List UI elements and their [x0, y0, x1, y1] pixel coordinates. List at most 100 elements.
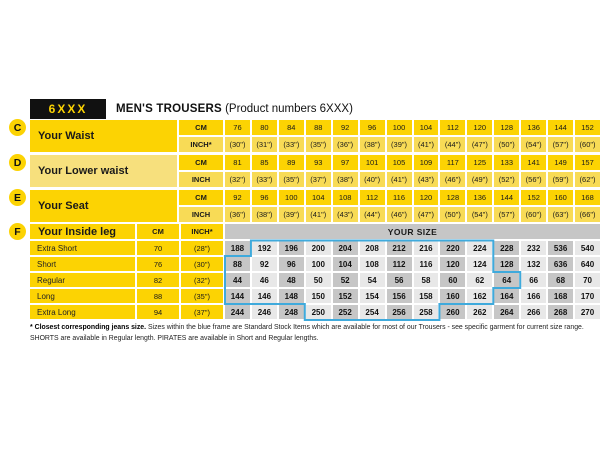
size-cell: 100: [305, 257, 331, 271]
cm-value-cell: 133: [494, 155, 520, 170]
your-size-header: YOUR SIZE: [225, 224, 600, 239]
size-cell: 108: [359, 257, 385, 271]
cm-value-cell: 92: [332, 120, 358, 135]
size-cell: 120: [440, 257, 466, 271]
measure-grid-d: Your Lower waist CM 81 85 89 93 97 101 105 109 117…: [30, 155, 600, 187]
size-cell: 88: [225, 257, 250, 271]
size-cell: 204: [332, 241, 358, 255]
size-cell: 148: [278, 289, 304, 303]
size-cell: 154: [359, 289, 385, 303]
cm-value-cell: 120: [413, 190, 439, 205]
cm-value-cell: 93: [305, 155, 331, 170]
leg-length-label: Extra Long: [30, 305, 135, 319]
inch-value-cell: (39"): [278, 207, 304, 222]
chart-title: MEN'S TROUSERS (Product numbers 6XXX): [116, 103, 353, 115]
inch-value-cell: (38"): [359, 137, 385, 152]
inch-value-cell: (36"): [225, 207, 250, 222]
size-cell: 208: [359, 241, 385, 255]
size-cell: 262: [467, 305, 493, 319]
size-cell: 60: [440, 273, 466, 287]
size-cell: 166: [521, 289, 547, 303]
row-badge-e: E: [9, 189, 26, 206]
inch-value-cell: (60"): [575, 137, 600, 152]
size-cell: 160: [440, 289, 466, 303]
size-cell: 270: [575, 305, 600, 319]
size-cell: 220: [440, 241, 466, 255]
size-cell: 52: [332, 273, 358, 287]
size-cell: 54: [359, 273, 385, 287]
inch-value-cell: (40"): [359, 172, 385, 187]
inch-value-cell: (37"): [305, 172, 331, 187]
cm-value-cell: 108: [332, 190, 358, 205]
inch-value-cell: (39"): [386, 137, 412, 152]
size-cell: 192: [251, 241, 277, 255]
size-cell: 48: [278, 273, 304, 287]
cm-value-cell: 89: [278, 155, 304, 170]
cm-value-cell: 100: [278, 190, 304, 205]
size-cell: 188: [225, 241, 250, 255]
inch-value-cell: (46"): [440, 172, 466, 187]
cm-value-cell: 104: [413, 120, 439, 135]
inch-value-cell: (41"): [413, 137, 439, 152]
size-cell: 250: [305, 305, 331, 319]
measure-label: Your Waist: [30, 120, 177, 152]
inch-value-cell: (36"): [332, 137, 358, 152]
leg-cm-value: 76: [137, 257, 179, 271]
size-cell: 264: [494, 305, 520, 319]
cm-value-cell: 96: [251, 190, 277, 205]
inch-value-cell: (44"): [440, 137, 466, 152]
size-cell: 152: [332, 289, 358, 303]
leg-inch-value: (30"): [181, 257, 223, 271]
measure-label: Your Seat: [30, 190, 177, 222]
leg-inch-value: (35"): [181, 289, 223, 303]
cm-value-cell: 125: [467, 155, 493, 170]
leg-inch-header: INCH*: [181, 224, 223, 239]
cm-value-cell: 160: [548, 190, 574, 205]
footnote: * Closest corresponding jeans size. Size…: [30, 323, 602, 344]
inch-value-cell: (38"): [332, 172, 358, 187]
inch-value-cell: (50"): [440, 207, 466, 222]
cm-value-cell: 136: [521, 120, 547, 135]
cm-value-cell: 128: [440, 190, 466, 205]
size-cell: 232: [521, 241, 547, 255]
inch-value-cell: (31"): [251, 137, 277, 152]
cm-value-cell: 80: [251, 120, 277, 135]
inch-value-cell: (32"): [225, 172, 250, 187]
leg-length-label: Long: [30, 289, 135, 303]
size-cell: 196: [278, 241, 304, 255]
inch-value-cell: (44"): [359, 207, 385, 222]
size-cell: 92: [251, 257, 277, 271]
leg-cm-value: 70: [137, 241, 179, 255]
inch-value-cell: (57"): [494, 207, 520, 222]
size-cell: 200: [305, 241, 331, 255]
size-cell: 66: [521, 273, 547, 287]
size-cell: 256: [386, 305, 412, 319]
measure-section-d: D Your Lower waist CM 81 85 89 93 97 101 105 109 11…: [9, 154, 600, 187]
size-cell: 50: [305, 273, 331, 287]
cm-value-cell: 141: [521, 155, 547, 170]
cm-value-cell: 109: [413, 155, 439, 170]
unit-cm-header: CM: [179, 155, 223, 170]
cm-value-cell: 128: [494, 120, 520, 135]
leg-inch-value: (32"): [181, 273, 223, 287]
size-cell: 212: [386, 241, 412, 255]
inch-value-cell: (60"): [521, 207, 547, 222]
size-cell: 248: [278, 305, 304, 319]
size-cell: 536: [548, 241, 574, 255]
unit-cm-header: CM: [179, 120, 223, 135]
inch-value-cell: (50"): [494, 137, 520, 152]
cm-value-cell: 101: [359, 155, 385, 170]
inside-leg-wrapper: F Your Inside leg CM INCH* YOUR SIZE Extra Sh…: [9, 223, 600, 321]
size-cell: 70: [575, 273, 600, 287]
measure-section-e: E Your Seat CM 92 96 100 104 108 112 116 120 128 136…: [9, 189, 600, 222]
size-cell: 636: [548, 257, 574, 271]
chart-header: 6XXX MEN'S TROUSERS (Product numbers 6XX…: [30, 99, 353, 119]
size-cell: 640: [575, 257, 600, 271]
inch-value-cell: (59"): [548, 172, 574, 187]
size-cell: 58: [413, 273, 439, 287]
size-cell: 170: [575, 289, 600, 303]
cm-value-cell: 112: [440, 120, 466, 135]
size-cell: 224: [467, 241, 493, 255]
cm-value-cell: 84: [278, 120, 304, 135]
inch-value-cell: (66"): [575, 207, 600, 222]
